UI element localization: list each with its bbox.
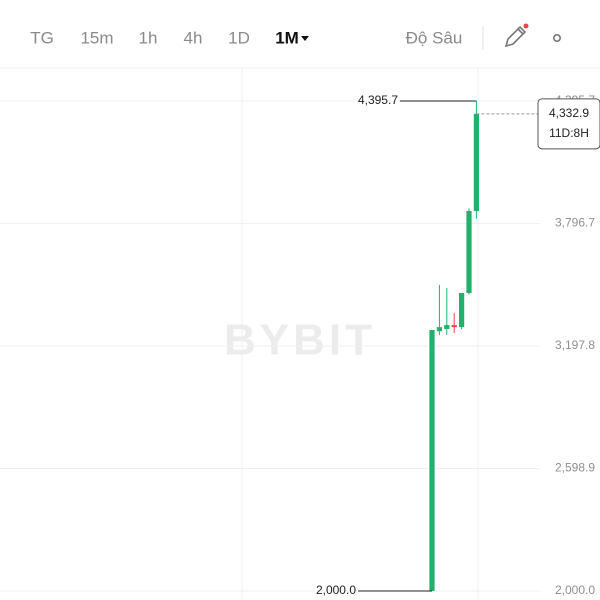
interval-tab[interactable]: TG xyxy=(30,28,54,47)
candle-body xyxy=(436,327,442,332)
countdown: 11D:8H xyxy=(549,126,589,140)
y-tick-label: 2,598.9 xyxy=(555,461,595,475)
y-tick-label: 3,197.8 xyxy=(555,338,595,352)
dropdown-caret xyxy=(301,36,309,41)
pencil-icon[interactable] xyxy=(504,23,529,48)
y-tick-label: 3,796.7 xyxy=(555,216,595,230)
settings-icon[interactable] xyxy=(552,33,600,66)
interval-tab[interactable]: 1D xyxy=(228,28,250,47)
depth-tab[interactable]: Độ Sâu xyxy=(406,28,463,47)
candle-body xyxy=(473,113,479,211)
plot: 2,000.02,598.93,197.83,796.74,395.74,395… xyxy=(0,93,600,597)
watermark: BYBIT xyxy=(224,316,376,365)
price-box xyxy=(537,98,600,150)
interval-tab[interactable]: 1M xyxy=(275,28,299,47)
y-tick-label: 2,000.0 xyxy=(555,583,595,597)
interval-tab[interactable]: 1h xyxy=(139,28,158,47)
interval-tab[interactable]: 4h xyxy=(184,28,203,47)
candle-body xyxy=(466,210,472,293)
candle-body xyxy=(444,325,450,329)
high-label: 4,395.7 xyxy=(358,93,398,107)
candle-body xyxy=(429,330,435,592)
candle-body xyxy=(451,325,457,328)
low-label: 2,000.0 xyxy=(316,583,356,597)
candle-body xyxy=(459,292,465,328)
interval-tab[interactable]: 15m xyxy=(80,28,113,47)
toolbar: TG 15m 1h 4h 1D 1M Độ Sâu xyxy=(30,28,462,47)
last-price-label: 4,332.9 xyxy=(549,106,589,120)
